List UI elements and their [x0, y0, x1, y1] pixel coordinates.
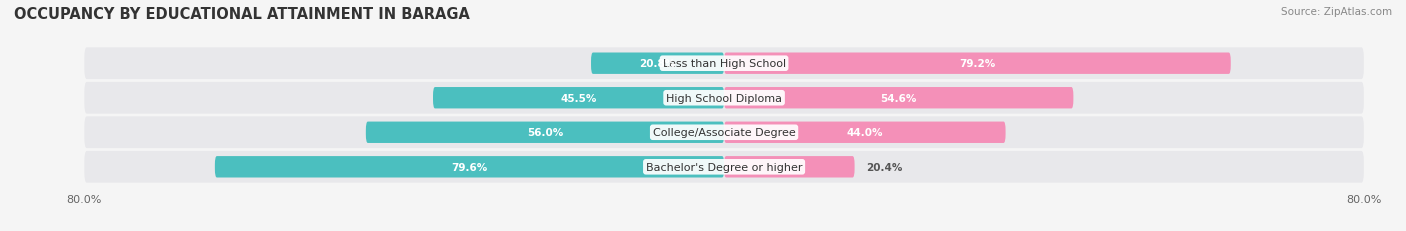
FancyBboxPatch shape — [724, 53, 1230, 75]
FancyBboxPatch shape — [724, 122, 1005, 143]
Text: Source: ZipAtlas.com: Source: ZipAtlas.com — [1281, 7, 1392, 17]
Text: 20.8%: 20.8% — [640, 59, 676, 69]
Text: 79.2%: 79.2% — [959, 59, 995, 69]
Text: High School Diploma: High School Diploma — [666, 93, 782, 103]
FancyBboxPatch shape — [84, 117, 1364, 149]
FancyBboxPatch shape — [84, 151, 1364, 183]
Text: 20.4%: 20.4% — [866, 162, 903, 172]
FancyBboxPatch shape — [215, 156, 724, 178]
FancyBboxPatch shape — [724, 156, 855, 178]
Text: 79.6%: 79.6% — [451, 162, 488, 172]
FancyBboxPatch shape — [724, 88, 1073, 109]
FancyBboxPatch shape — [84, 48, 1364, 80]
Text: 45.5%: 45.5% — [561, 93, 596, 103]
Text: OCCUPANCY BY EDUCATIONAL ATTAINMENT IN BARAGA: OCCUPANCY BY EDUCATIONAL ATTAINMENT IN B… — [14, 7, 470, 22]
Text: Bachelor's Degree or higher: Bachelor's Degree or higher — [645, 162, 803, 172]
FancyBboxPatch shape — [366, 122, 724, 143]
FancyBboxPatch shape — [591, 53, 724, 75]
Text: 56.0%: 56.0% — [527, 128, 562, 138]
Text: Less than High School: Less than High School — [662, 59, 786, 69]
Text: 54.6%: 54.6% — [880, 93, 917, 103]
FancyBboxPatch shape — [433, 88, 724, 109]
Text: College/Associate Degree: College/Associate Degree — [652, 128, 796, 138]
FancyBboxPatch shape — [84, 82, 1364, 114]
Text: 44.0%: 44.0% — [846, 128, 883, 138]
